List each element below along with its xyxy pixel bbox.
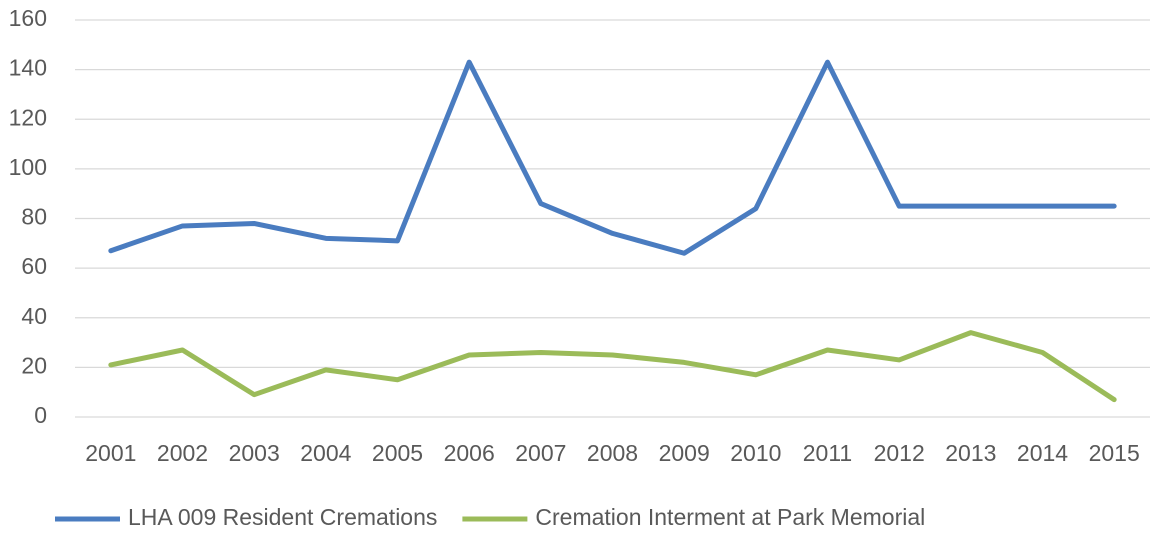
x-tick-label: 2002 bbox=[157, 440, 208, 466]
x-tick-label: 2014 bbox=[1017, 440, 1068, 466]
x-tick-label: 2011 bbox=[803, 440, 852, 466]
y-tick-label: 20 bbox=[21, 352, 47, 378]
x-tick-label: 2004 bbox=[300, 440, 351, 466]
x-tick-label: 2001 bbox=[85, 440, 136, 466]
x-tick-label: 2008 bbox=[587, 440, 638, 466]
x-tick-label: 2006 bbox=[444, 440, 495, 466]
x-tick-label: 2015 bbox=[1089, 440, 1140, 466]
series-line bbox=[108, 59, 1117, 256]
y-tick-label: 120 bbox=[9, 104, 47, 130]
y-tick-label: 140 bbox=[9, 55, 47, 81]
x-tick-label: 2009 bbox=[659, 440, 710, 466]
y-tick-label: 60 bbox=[21, 253, 47, 279]
legend-label: LHA 009 Resident Cremations bbox=[128, 504, 437, 530]
y-tick-label: 100 bbox=[9, 154, 47, 180]
legend-label: Cremation Interment at Park Memorial bbox=[535, 504, 925, 530]
x-tick-label: 2007 bbox=[515, 440, 566, 466]
x-tick-label: 2005 bbox=[372, 440, 423, 466]
y-tick-label: 160 bbox=[9, 5, 47, 31]
y-tick-label: 80 bbox=[21, 204, 47, 230]
series-line bbox=[108, 330, 1117, 403]
x-tick-label: 2012 bbox=[874, 440, 925, 466]
x-tick-label: 2003 bbox=[229, 440, 280, 466]
y-tick-label: 0 bbox=[34, 402, 47, 428]
x-tick-label: 2010 bbox=[730, 440, 781, 466]
y-tick-label: 40 bbox=[21, 303, 47, 329]
x-tick-label: 2013 bbox=[945, 440, 996, 466]
